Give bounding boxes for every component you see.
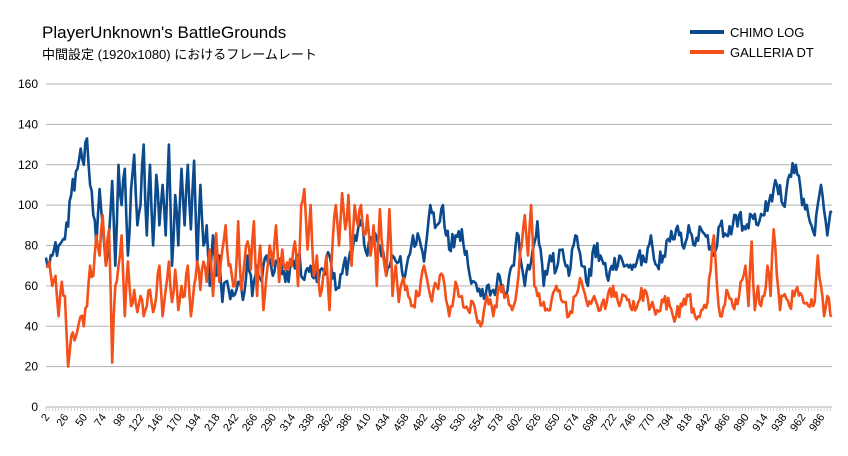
y-tick-label-100: 100 (18, 198, 38, 212)
x-tick-label-338: 338 (297, 412, 317, 434)
series-line-chimo-log (44, 137, 833, 304)
legend-item-chimo-log: CHIMO LOG (690, 22, 814, 42)
x-tick-label-554: 554 (467, 412, 487, 434)
x-tick-label-770: 770 (637, 412, 657, 434)
x-tick-label-914: 914 (750, 412, 770, 434)
x-tick-label-986: 986 (807, 412, 827, 434)
y-tick-label-140: 140 (18, 117, 38, 131)
x-tick-label-938: 938 (769, 412, 789, 434)
legend-swatch-galleria-dt (690, 50, 724, 54)
x-tick-label-626: 626 (524, 412, 544, 434)
x-tick-label-506: 506 (429, 412, 449, 434)
x-tick-label-410: 410 (353, 412, 373, 434)
legend-label-chimo-log: CHIMO LOG (730, 24, 805, 40)
y-tick-label-40: 40 (25, 319, 39, 333)
y-tick-label-80: 80 (25, 239, 39, 253)
x-tick-label-794: 794 (656, 412, 676, 434)
y-tick-label-60: 60 (25, 279, 39, 293)
legend: CHIMO LOG GALLERIA DT (690, 22, 814, 62)
x-tick-label-290: 290 (259, 412, 279, 434)
x-tick-label-50: 50 (73, 412, 90, 429)
chart-subtitle: 中間設定 (1920x1080) におけるフレームレート (42, 47, 317, 62)
x-tick-label-890: 890 (731, 412, 751, 434)
x-tick-label-218: 218 (202, 412, 222, 434)
x-tick-label-866: 866 (713, 412, 733, 434)
x-tick-label-314: 314 (278, 412, 298, 434)
x-tick-label-26: 26 (55, 412, 72, 429)
x-tick-label-650: 650 (542, 412, 562, 434)
x-tick-label-146: 146 (146, 412, 166, 434)
x-tick-label-98: 98 (111, 412, 128, 429)
legend-label-galleria-dt: GALLERIA DT (730, 44, 814, 60)
x-tick-label-578: 578 (486, 412, 506, 434)
y-tick-label-20: 20 (25, 360, 39, 374)
x-tick-label-674: 674 (561, 412, 581, 434)
x-tick-label-458: 458 (391, 412, 411, 434)
x-tick-label-698: 698 (580, 412, 600, 434)
x-tick-label-962: 962 (788, 412, 808, 434)
legend-item-galleria-dt: GALLERIA DT (690, 42, 814, 62)
x-tick-label-122: 122 (127, 412, 147, 434)
x-tick-label-362: 362 (316, 412, 336, 434)
y-tick-label-0: 0 (31, 400, 38, 414)
x-tick-label-746: 746 (618, 412, 638, 434)
x-tick-label-722: 722 (599, 412, 619, 434)
x-tick-label-242: 242 (221, 412, 241, 434)
y-tick-label-160: 160 (18, 77, 38, 91)
x-tick-label-266: 266 (240, 412, 260, 434)
x-tick-label-74: 74 (92, 412, 109, 429)
x-tick-label-194: 194 (183, 412, 203, 434)
x-tick-label-2: 2 (39, 412, 52, 424)
series-line-galleria-dt (45, 187, 833, 368)
x-tick-label-482: 482 (410, 412, 430, 434)
x-tick-label-434: 434 (372, 412, 392, 434)
y-tick-label-120: 120 (18, 158, 38, 172)
y-axis: 0 20 40 60 80 100 120 140 160 (18, 77, 38, 414)
chart-title: PlayerUnknown's BattleGrounds (42, 23, 287, 42)
x-axis: 2 26 50 74 981221461701942182422662903143383… (39, 406, 832, 434)
x-tick-label-386: 386 (335, 412, 355, 434)
x-tick-label-602: 602 (505, 412, 525, 434)
series-lines (44, 137, 833, 368)
x-tick-label-170: 170 (164, 412, 184, 434)
x-tick-label-530: 530 (448, 412, 468, 434)
x-tick-label-842: 842 (694, 412, 714, 434)
x-tick-label-818: 818 (675, 412, 695, 434)
legend-swatch-chimo-log (690, 30, 724, 34)
